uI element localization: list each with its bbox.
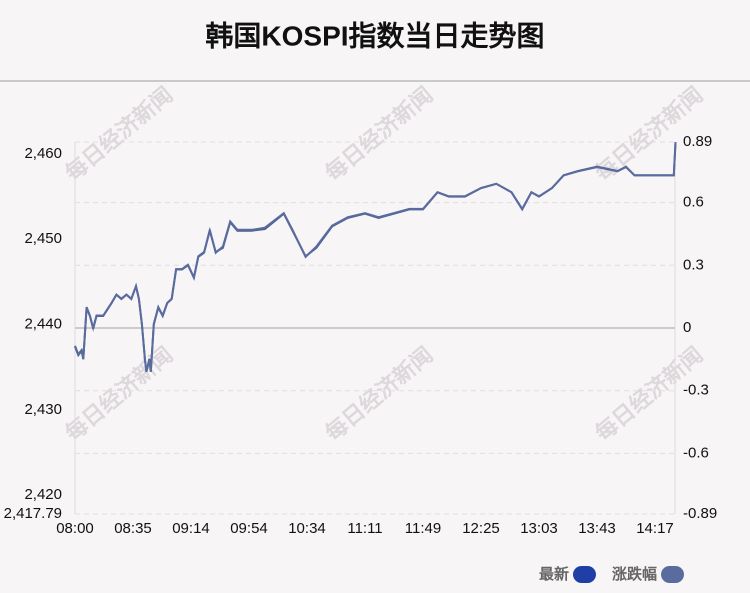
legend-swatch <box>572 566 596 583</box>
y2-tick-label: 0.89 <box>683 133 712 150</box>
y-tick-label: 2,417.79 <box>4 505 62 522</box>
x-tick-label: 08:35 <box>114 520 152 537</box>
y2-tick-label: -0.89 <box>683 505 717 522</box>
x-tick-label: 14:17 <box>636 520 674 537</box>
y-tick-label: 2,460 <box>24 145 62 162</box>
x-tick-label: 13:03 <box>520 520 558 537</box>
x-tick-label: 08:00 <box>56 520 94 537</box>
x-tick-label: 09:54 <box>230 520 268 537</box>
x-tick-label: 11:49 <box>405 520 441 537</box>
y-tick-label: 2,440 <box>24 316 62 333</box>
y2-tick-label: 0.3 <box>683 256 704 273</box>
x-tick-label: 10:34 <box>288 520 326 537</box>
y-tick-label: 2,430 <box>24 401 62 418</box>
x-tick-label: 13:43 <box>578 520 616 537</box>
y-tick-label: 2,420 <box>24 486 62 503</box>
y2-tick-label: -0.6 <box>683 444 709 461</box>
legend-label: 最新 <box>539 565 569 583</box>
y2-tick-label: 0 <box>683 319 691 336</box>
y-tick-label: 2,450 <box>24 230 62 247</box>
x-tick-label: 12:25 <box>462 520 500 537</box>
series-line <box>74 141 677 373</box>
y2-tick-label: -0.3 <box>683 382 709 399</box>
x-tick-label: 09:14 <box>172 520 210 537</box>
legend-swatch <box>661 566 684 583</box>
x-tick-label: 11:11 <box>347 520 382 537</box>
chart-title: 韩国KOSPI指数当日走势图 <box>205 20 544 51</box>
legend-label: 涨跌幅 <box>612 565 657 583</box>
y2-tick-label: 0.6 <box>683 194 704 211</box>
